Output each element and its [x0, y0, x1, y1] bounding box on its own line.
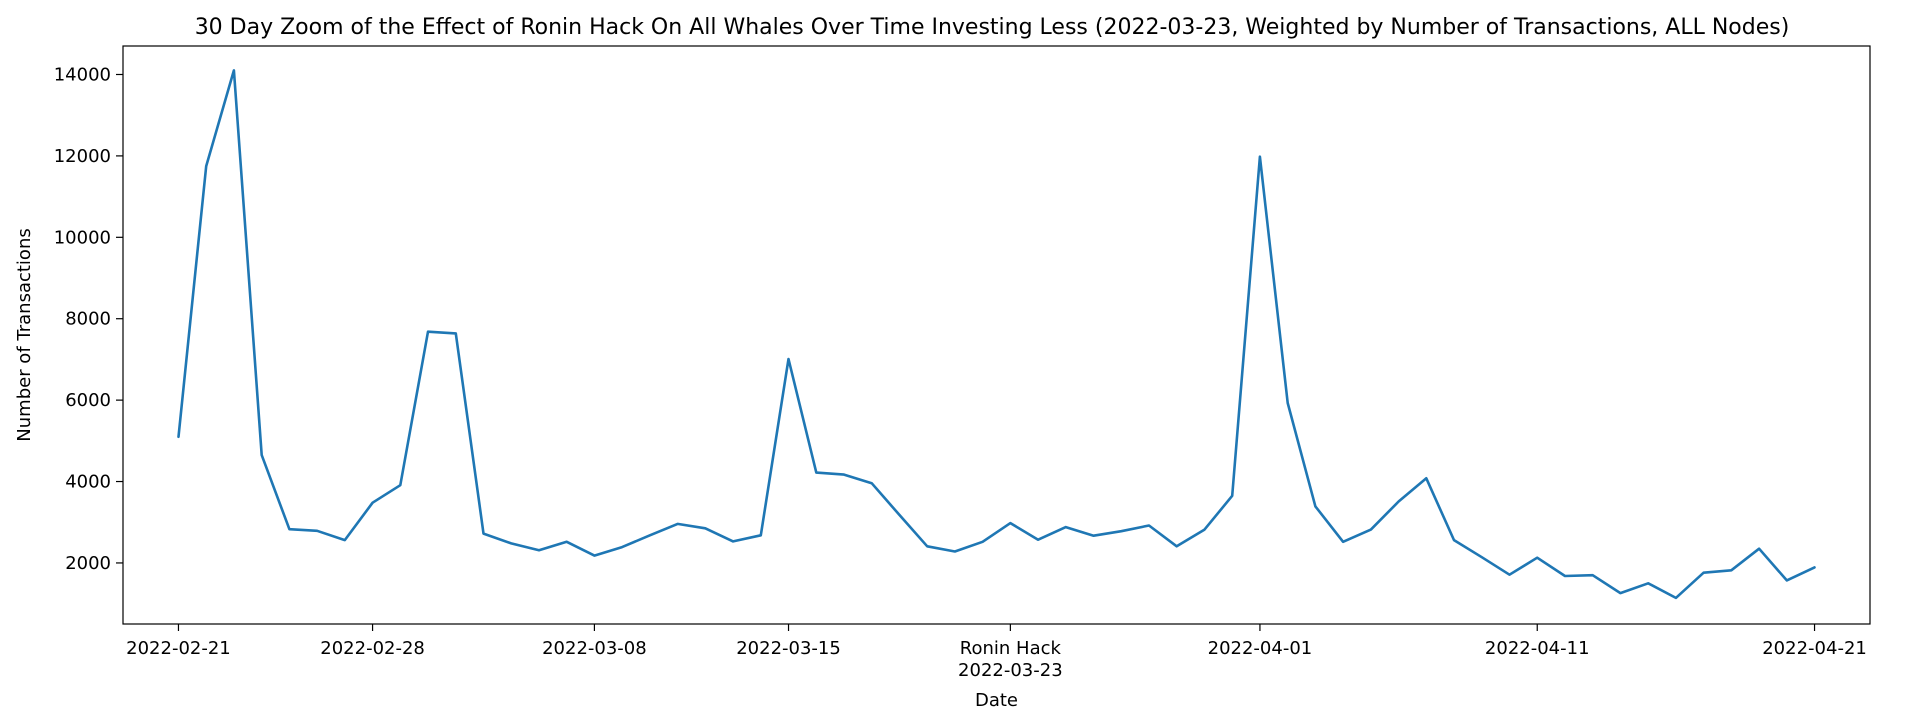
x-tick-label: 2022-03-15 — [736, 638, 841, 659]
plot-area: 2000 4000 6000 8000 10000 12000 14000 2022-02-2… — [54, 45, 1871, 681]
y-tick-label: 4000 — [65, 472, 111, 493]
x-tick-label: Ronin Hack 2022-03-23 — [958, 638, 1063, 681]
x-axis-label: Date — [975, 690, 1018, 711]
chart-title: 30 Day Zoom of the Effect of Ronin Hack … — [195, 15, 1790, 40]
x-tick-label: 2022-02-21 — [126, 638, 231, 659]
series-line — [177, 69, 1816, 600]
y-tick-label: 8000 — [65, 309, 111, 330]
x-tick-label: 2022-04-11 — [1485, 638, 1590, 659]
y-axis-label: Number of Transactions — [14, 228, 35, 441]
x-tick-label: 2022-02-28 — [320, 638, 425, 659]
x-tick-label: 2022-03-08 — [542, 638, 647, 659]
y-tick-label: 10000 — [54, 227, 111, 248]
plot-frame — [122, 45, 1871, 625]
x-tick-label: 2022-04-01 — [1208, 638, 1313, 659]
x-tick-label: 2022-04-21 — [1762, 638, 1867, 659]
y-tick-label: 6000 — [65, 390, 111, 411]
y-tick-label: 2000 — [65, 553, 111, 574]
y-tick-label: 12000 — [54, 146, 111, 167]
y-tick-label: 14000 — [54, 64, 111, 85]
